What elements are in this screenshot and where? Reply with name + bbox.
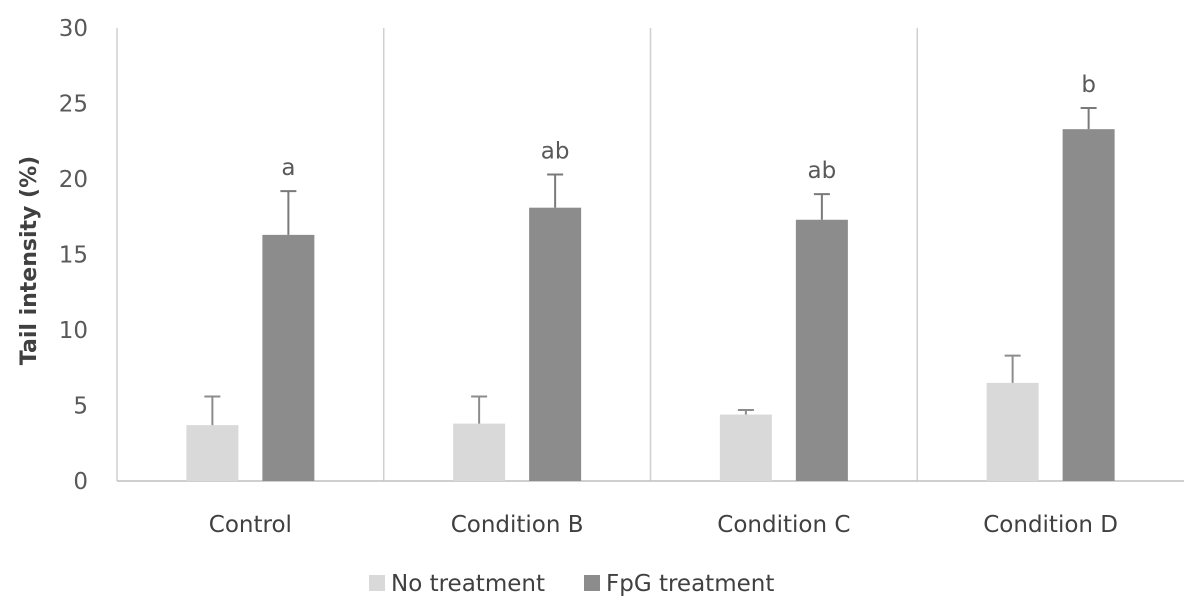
- legend-item: FpG treatment: [584, 571, 774, 597]
- significance-label: b: [1081, 72, 1096, 98]
- error-bar: [1080, 107, 1097, 130]
- error-bars: [204, 107, 1097, 426]
- legend-swatch: [584, 575, 600, 591]
- bar-fpg-treatment: [795, 219, 848, 481]
- significance-label: ab: [541, 138, 570, 164]
- bar-fpg-treatment: [262, 234, 315, 481]
- bar-fpg-treatment: [529, 207, 582, 481]
- x-category-label: Control: [209, 512, 292, 538]
- bar-no-treatment: [453, 423, 506, 481]
- y-tick-label: 15: [59, 243, 88, 269]
- x-category-label: Condition D: [983, 512, 1118, 538]
- y-tick-label: 20: [59, 167, 88, 193]
- category-separators: [116, 28, 918, 481]
- bar-no-treatment: [186, 425, 239, 481]
- legend-label: FpG treatment: [606, 571, 774, 597]
- error-bar: [813, 193, 830, 220]
- error-bar: [471, 395, 488, 424]
- bars: [186, 129, 1115, 482]
- error-bar: [1004, 354, 1021, 383]
- y-tick-labels: 0 5 10 15 20 25 30: [59, 16, 88, 495]
- y-tick-label: 10: [59, 318, 88, 344]
- error-bar: [547, 173, 564, 208]
- x-category-labels: Control Condition B Condition C Condition D: [209, 512, 1118, 538]
- y-tick-label: 25: [59, 92, 88, 118]
- significance-labels: a ab ab b: [281, 72, 1096, 184]
- x-category-label: Condition B: [451, 512, 584, 538]
- y-tick-label: 0: [73, 469, 88, 495]
- error-bar: [737, 409, 754, 415]
- bar-no-treatment: [719, 414, 772, 481]
- legend: No treatment FpG treatment: [369, 571, 774, 597]
- legend-item: No treatment: [369, 571, 545, 597]
- x-category-label: Condition C: [717, 512, 850, 538]
- y-axis-label: Tail intensity (%): [17, 156, 42, 365]
- y-tick-label: 30: [59, 16, 88, 42]
- significance-label: ab: [808, 158, 837, 184]
- y-tick-label: 5: [73, 394, 88, 420]
- significance-label: a: [281, 155, 295, 181]
- error-bar: [204, 395, 221, 426]
- legend-swatch: [369, 575, 385, 591]
- bar-no-treatment: [986, 382, 1039, 481]
- error-bar: [280, 190, 297, 235]
- legend-label: No treatment: [391, 571, 545, 597]
- bar-fpg-treatment: [1062, 129, 1115, 482]
